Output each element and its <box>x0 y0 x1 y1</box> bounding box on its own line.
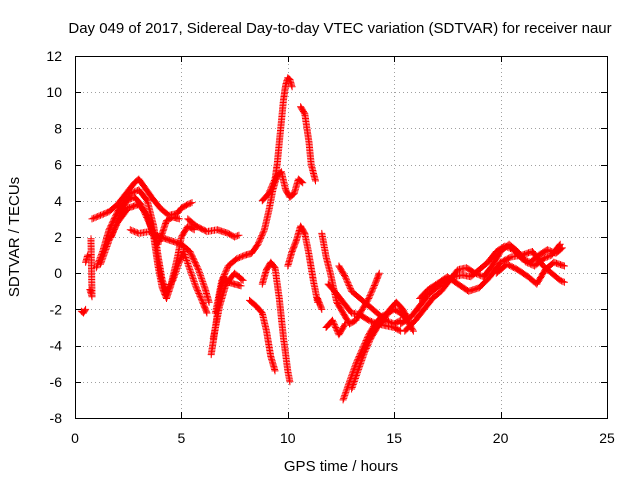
series-t28 <box>492 258 568 288</box>
y-tick-label: -6 <box>50 374 63 390</box>
x-tick-label: 0 <box>71 430 79 446</box>
series-t13 <box>246 296 279 375</box>
data-point-markers <box>348 298 413 393</box>
data-point-markers <box>322 316 349 339</box>
data-point-markers <box>184 215 243 241</box>
x-tick-labels: 0 5 10 15 20 25 <box>71 430 615 446</box>
data-point-markers <box>88 175 196 223</box>
data-point-markers <box>324 280 405 335</box>
data-points <box>77 74 568 404</box>
data-point-markers <box>86 235 96 301</box>
data-point-markers <box>107 186 211 317</box>
series-t8 <box>126 226 213 306</box>
series-t2 <box>82 251 92 266</box>
y-tick-label: 0 <box>54 265 62 281</box>
series-t12 <box>209 269 247 342</box>
series-t17 <box>297 103 319 185</box>
series-t4 <box>88 175 196 223</box>
data-point-markers <box>77 305 90 317</box>
x-tick-label: 10 <box>280 430 296 446</box>
series-t7 <box>107 186 211 317</box>
data-point-markers <box>209 269 247 342</box>
y-tick-label: 8 <box>54 120 62 136</box>
data-point-markers <box>401 240 564 335</box>
series-t24 <box>348 298 413 393</box>
data-point-markers <box>314 295 326 313</box>
data-point-markers <box>258 74 296 205</box>
x-tick-label: 5 <box>178 430 186 446</box>
y-tick-label: -8 <box>50 410 63 426</box>
y-tick-label: 2 <box>54 229 62 245</box>
data-point-markers <box>492 258 568 288</box>
series-t16 <box>284 222 322 306</box>
series-t26 <box>401 240 564 335</box>
data-point-markers <box>126 226 213 306</box>
data-point-markers <box>297 103 319 185</box>
y-tick-label: -2 <box>50 301 63 317</box>
data-point-markers <box>82 251 92 266</box>
series-t14 <box>258 258 294 386</box>
y-tick-label: -4 <box>50 338 63 354</box>
y-tick-label: 10 <box>46 84 62 100</box>
plot-frame <box>75 56 608 419</box>
y-tick-label: 4 <box>54 193 62 209</box>
series-t15 <box>258 74 296 205</box>
x-axis-title: GPS time / hours <box>284 458 398 475</box>
series-t1 <box>77 305 90 317</box>
series-t21 <box>322 316 349 339</box>
data-point-markers <box>284 222 322 306</box>
series-t20 <box>324 280 405 335</box>
y-tick-labels: -8 -6 -4 -2 0 2 4 6 8 10 12 <box>46 48 62 426</box>
data-point-markers <box>258 258 294 386</box>
series-t9 <box>184 215 243 241</box>
y-axis-title: SDTVAR / TECUs <box>6 177 23 297</box>
chart-grid <box>75 56 607 418</box>
chart-title: Day 049 of 2017, Sidereal Day-to-day VTE… <box>68 20 611 37</box>
series-t3 <box>86 235 96 301</box>
y-tick-label: 12 <box>46 48 62 64</box>
x-tick-label: 25 <box>599 430 615 446</box>
data-point-markers <box>246 296 279 375</box>
x-tick-label: 15 <box>386 430 402 446</box>
y-tick-label: 6 <box>54 157 62 173</box>
x-tick-label: 20 <box>493 430 509 446</box>
series-t18 <box>314 295 326 313</box>
